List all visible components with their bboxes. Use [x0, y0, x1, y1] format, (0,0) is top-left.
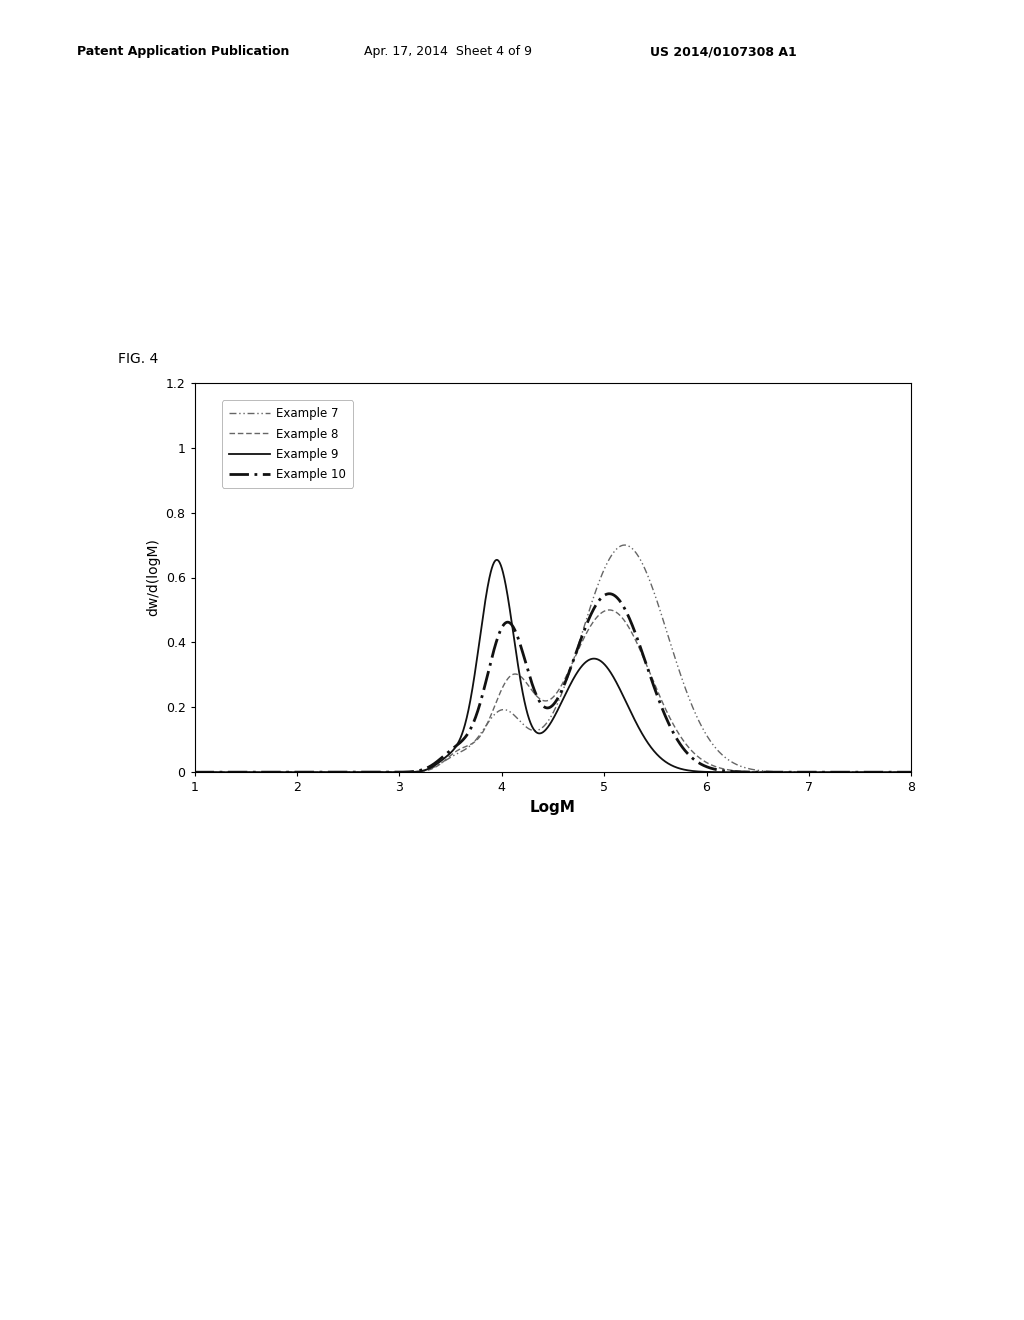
Example 7 — [754, 763, 766, 779]
Example 9 — [885, 764, 897, 780]
Example 8 — [188, 764, 201, 780]
Text: Apr. 17, 2014  Sheet 4 of 9: Apr. 17, 2014 Sheet 4 of 9 — [364, 45, 531, 58]
Example 9 — [905, 764, 918, 780]
Example 10 — [754, 764, 766, 780]
Example 10 — [225, 764, 238, 780]
Example 9 — [885, 764, 897, 780]
Text: Patent Application Publication: Patent Application Publication — [77, 45, 289, 58]
Example 9 — [490, 552, 503, 568]
Example 9 — [225, 764, 238, 780]
Example 10 — [905, 764, 918, 780]
Example 10 — [603, 586, 615, 602]
Example 8 — [537, 693, 549, 709]
Line: Example 9: Example 9 — [195, 560, 911, 772]
Example 10 — [188, 764, 201, 780]
Y-axis label: dw/d(logM): dw/d(logM) — [146, 539, 160, 616]
Example 9 — [754, 764, 766, 780]
Example 10 — [885, 764, 897, 780]
Example 9 — [538, 723, 550, 739]
Example 8 — [603, 602, 615, 618]
Line: Example 7: Example 7 — [195, 545, 911, 772]
Example 7 — [188, 764, 201, 780]
Line: Example 8: Example 8 — [195, 610, 911, 772]
Example 7 — [225, 764, 238, 780]
Example 8 — [885, 764, 897, 780]
Example 8 — [905, 764, 918, 780]
Example 10 — [518, 649, 530, 665]
Text: FIG. 4: FIG. 4 — [118, 352, 158, 366]
Example 7 — [885, 764, 897, 780]
Example 7 — [905, 764, 918, 780]
Example 8 — [885, 764, 897, 780]
Example 9 — [518, 693, 530, 709]
Example 8 — [754, 764, 766, 780]
Example 7 — [618, 537, 631, 553]
Example 7 — [537, 719, 549, 735]
X-axis label: LogM: LogM — [530, 800, 575, 814]
Example 9 — [188, 764, 201, 780]
Example 7 — [885, 764, 897, 780]
Line: Example 10: Example 10 — [195, 594, 911, 772]
Legend: Example 7, Example 8, Example 9, Example 10: Example 7, Example 8, Example 9, Example… — [222, 400, 353, 488]
Example 10 — [885, 764, 897, 780]
Text: US 2014/0107308 A1: US 2014/0107308 A1 — [650, 45, 797, 58]
Example 8 — [225, 764, 238, 780]
Example 8 — [518, 672, 530, 688]
Example 7 — [518, 717, 530, 733]
Example 10 — [537, 698, 549, 714]
